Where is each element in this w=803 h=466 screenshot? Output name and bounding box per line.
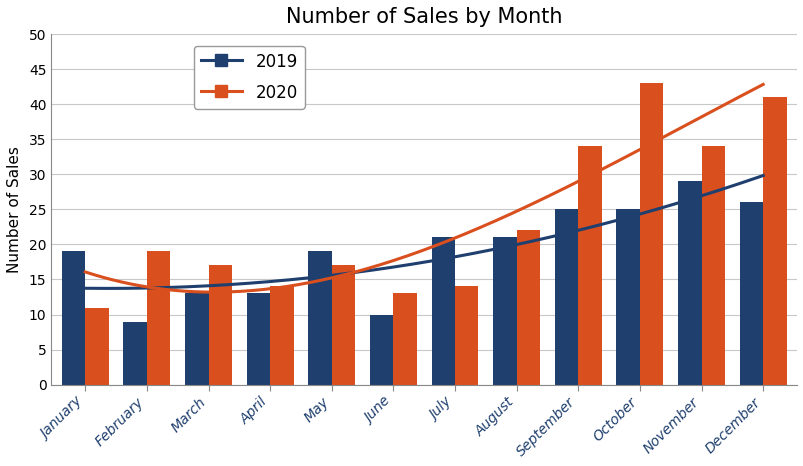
Bar — [492, 237, 516, 384]
Bar — [739, 202, 762, 384]
Bar — [332, 266, 355, 384]
Bar — [185, 294, 208, 384]
Title: Number of Sales by Month: Number of Sales by Month — [286, 7, 562, 27]
Bar — [147, 252, 170, 384]
Bar — [393, 294, 416, 384]
Bar — [208, 266, 231, 384]
Bar — [516, 230, 540, 384]
Bar — [308, 252, 332, 384]
Bar — [616, 209, 639, 384]
Bar — [554, 209, 577, 384]
Bar — [270, 287, 293, 384]
Bar — [124, 322, 147, 384]
Bar — [701, 146, 724, 384]
Bar — [247, 294, 270, 384]
Bar — [762, 97, 785, 384]
Bar — [431, 237, 454, 384]
Bar — [454, 287, 478, 384]
Legend: 2019, 2020: 2019, 2020 — [194, 46, 304, 109]
Bar — [639, 83, 662, 384]
Bar — [62, 252, 85, 384]
Bar — [85, 308, 108, 384]
Bar — [677, 181, 701, 384]
Bar — [369, 315, 393, 384]
Y-axis label: Number of Sales: Number of Sales — [7, 146, 22, 273]
Bar — [577, 146, 601, 384]
